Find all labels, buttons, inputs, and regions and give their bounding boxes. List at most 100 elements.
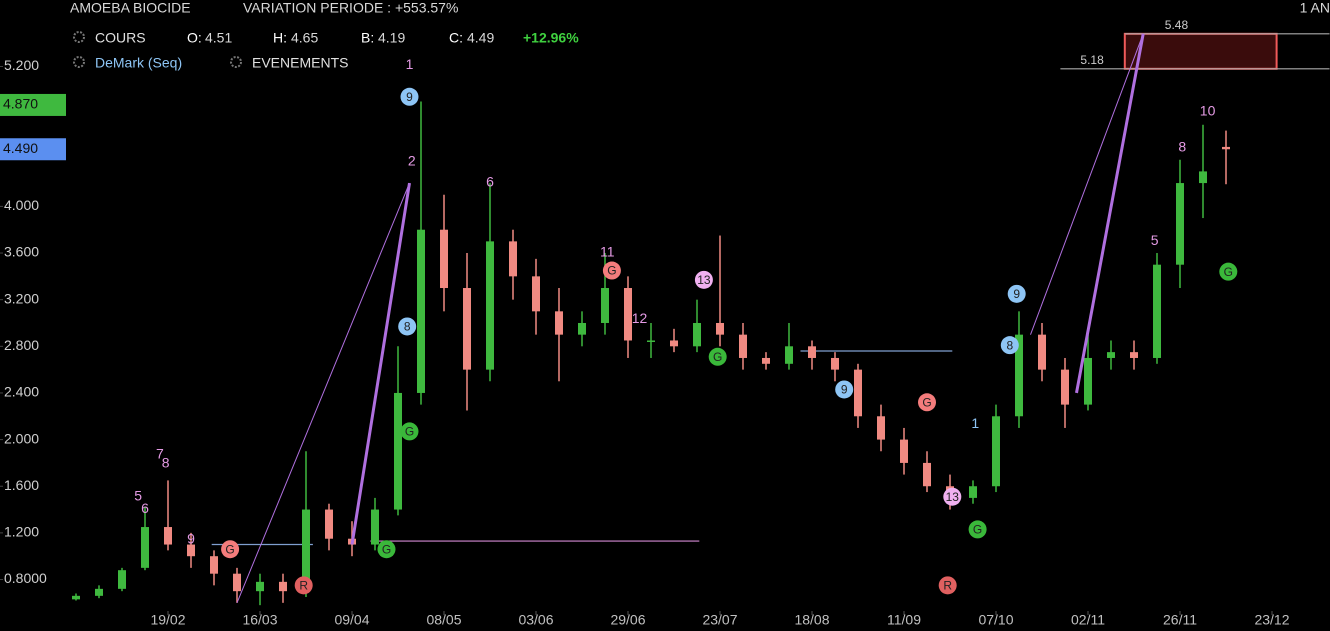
- signal-badge: [221, 540, 240, 559]
- trend-line: [350, 182, 411, 545]
- demark-label: G: [405, 425, 414, 439]
- x-tick-label: 26/11: [1163, 612, 1197, 628]
- candle-body: [1130, 352, 1138, 358]
- candle-body: [95, 588, 103, 596]
- candle-body: [187, 544, 195, 557]
- x-tick-label: 18/08: [794, 612, 829, 628]
- candle-body: [762, 357, 770, 364]
- signal-badge: [398, 317, 417, 336]
- candle-body: [1015, 334, 1023, 417]
- candle-body: [670, 340, 678, 347]
- candle-body: [371, 509, 379, 545]
- demark-label: G: [922, 395, 931, 409]
- legend-change: +12.96%: [523, 30, 579, 46]
- signal-badge: [377, 540, 396, 559]
- legend-b-label: B:: [361, 30, 374, 46]
- demark-label: 8: [1178, 139, 1186, 155]
- signal-badge: [968, 520, 987, 539]
- candle-body: [601, 288, 609, 323]
- x-tick-label: 02/11: [1071, 612, 1105, 628]
- candle-body: [900, 439, 908, 463]
- price-tag: [0, 93, 66, 116]
- candle-body: [440, 229, 448, 289]
- signal-badge: [835, 380, 854, 399]
- demark-label: 10: [1200, 102, 1216, 118]
- candle-body: [325, 509, 333, 539]
- signal-badge: [918, 393, 936, 412]
- candle-body: [739, 334, 747, 358]
- signal-badge: [943, 487, 962, 506]
- signal-badge: [1000, 336, 1019, 355]
- x-tick-label: 19/02: [150, 612, 185, 628]
- trend-line: [1030, 33, 1144, 335]
- signal-badge: [938, 576, 957, 595]
- y-tick-label: 4.000: [4, 197, 39, 213]
- demark-label: 7: [156, 445, 164, 461]
- demark-label: 8: [162, 455, 170, 471]
- x-tick-label: 08/05: [426, 612, 461, 628]
- demark-label: G: [382, 542, 391, 556]
- legend-c-label: C:: [449, 30, 463, 46]
- signal-badge: [708, 347, 727, 366]
- candle-body: [72, 595, 80, 600]
- demark-label: 12: [632, 310, 648, 326]
- trend-line: [1075, 33, 1145, 394]
- candle-body: [279, 581, 287, 592]
- demark-label: R: [943, 579, 952, 593]
- demark-label: 9: [187, 530, 195, 546]
- x-tick-label: 23/07: [702, 612, 737, 628]
- demark-label: 2: [408, 153, 416, 169]
- y-tick-label: 0.8000: [4, 570, 47, 586]
- demark-label: G: [225, 542, 234, 556]
- legend-cours: COURS: [95, 30, 146, 46]
- gear-icon[interactable]: [73, 31, 85, 43]
- period: 1 AN: [1300, 0, 1330, 16]
- candle-body: [302, 509, 310, 592]
- price-tag-label: 4.870: [3, 96, 38, 112]
- demark-label: G: [1224, 265, 1233, 279]
- x-tick-label: 03/06: [518, 612, 553, 628]
- candle-body: [486, 241, 494, 370]
- demark-label: 6: [486, 174, 494, 190]
- candle-body: [141, 527, 149, 568]
- candle-body: [463, 288, 471, 370]
- signal-badge: [294, 576, 313, 595]
- candle-body: [394, 392, 402, 510]
- demark-label: 11: [600, 244, 615, 260]
- y-tick-label: 2.000: [4, 430, 39, 446]
- gear-icon[interactable]: [230, 56, 242, 68]
- legend-o: 4.51: [205, 30, 232, 46]
- candle-body: [532, 276, 540, 312]
- trend-line: [236, 182, 410, 604]
- candle-body: [831, 357, 839, 370]
- candle-body: [647, 340, 655, 342]
- candle-body: [1084, 357, 1092, 405]
- legend-o-label: O:: [187, 30, 202, 46]
- demark-label: 5: [134, 487, 142, 503]
- candle-body: [877, 416, 885, 440]
- candle-body: [1176, 183, 1184, 265]
- demark-label: 1: [971, 415, 979, 431]
- x-tick-label: 11/09: [887, 612, 921, 628]
- candle-body: [210, 556, 218, 574]
- candle-body: [1199, 171, 1207, 184]
- candle-body: [1107, 352, 1115, 358]
- gear-icon[interactable]: [73, 56, 85, 68]
- demark-label: 8: [1006, 338, 1013, 352]
- x-tick-label: 07/10: [978, 612, 1013, 628]
- demark-label: 5: [1151, 232, 1159, 248]
- demark-label: G: [607, 264, 616, 278]
- signal-badge: [400, 422, 419, 441]
- x-tick-label: 09/04: [334, 612, 369, 628]
- x-tick-label: 23/12: [1254, 612, 1289, 628]
- candle-body: [164, 527, 172, 545]
- price-tag-label: 4.490: [3, 140, 38, 156]
- candle-body: [509, 241, 517, 277]
- y-tick-label: 2.800: [4, 337, 39, 353]
- candle-body: [118, 570, 126, 589]
- candle-body: [1038, 334, 1046, 370]
- signal-badge: [602, 261, 621, 280]
- demark-label: G: [973, 523, 982, 537]
